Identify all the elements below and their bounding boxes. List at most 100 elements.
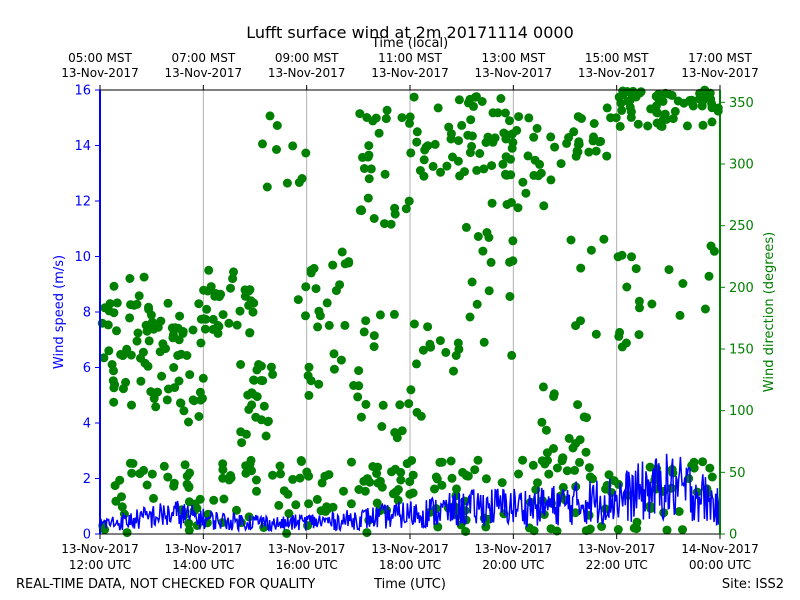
direction-point [356, 412, 366, 422]
chart-title: Lufft surface wind at 2m 20171114 0000 [246, 23, 574, 42]
bottom-tick-time: 12:00 UTC [69, 558, 131, 572]
bottom-tick-time: 18:00 UTC [379, 558, 441, 572]
direction-point [471, 92, 481, 102]
direction-point [435, 336, 445, 346]
direction-point [99, 353, 109, 363]
direction-point [229, 267, 238, 277]
direction-point [118, 351, 128, 361]
right-tick-label: 250 [729, 219, 754, 234]
direction-point [658, 96, 668, 106]
direction-point [311, 284, 321, 294]
direction-point [252, 392, 262, 402]
direction-point [200, 324, 210, 334]
direction-point [265, 111, 275, 121]
direction-point [380, 169, 390, 179]
direction-point [664, 265, 674, 275]
direction-point [528, 460, 538, 470]
direction-point [362, 528, 372, 538]
direction-point [599, 234, 609, 244]
direction-point [469, 101, 478, 111]
direction-point [121, 377, 131, 387]
direction-point [162, 395, 172, 405]
direction-point [381, 114, 391, 124]
direction-point [473, 455, 483, 465]
direction-point [392, 433, 402, 443]
direction-point [194, 412, 204, 421]
direction-point [201, 314, 211, 324]
bottom-tick-time: 14:00 UTC [172, 558, 234, 572]
direction-point [678, 525, 687, 535]
right-tick-label: 50 [729, 466, 746, 481]
direction-point [184, 525, 194, 535]
direction-point [507, 129, 517, 139]
direction-point [507, 350, 517, 360]
direction-point [304, 471, 314, 481]
direction-point [497, 478, 507, 488]
direction-point [472, 165, 482, 175]
left-axis-label: Wind speed (m/s) [52, 255, 67, 369]
direction-point [272, 121, 282, 130]
direction-point [544, 469, 554, 479]
direction-point [329, 349, 339, 359]
direction-point [412, 127, 422, 137]
direction-point [419, 171, 429, 181]
bottom-tick-time: 16:00 UTC [276, 558, 338, 572]
direction-point [613, 525, 623, 534]
direction-point [428, 161, 438, 171]
direction-point [582, 413, 591, 423]
direction-point [530, 155, 540, 165]
speed-line-group [99, 453, 721, 534]
direction-point [146, 310, 156, 320]
direction-point [245, 459, 255, 469]
direction-point [331, 286, 341, 296]
direction-point [263, 417, 273, 427]
direction-point [584, 147, 594, 157]
direction-point [558, 482, 568, 492]
direction-point [584, 463, 594, 473]
direction-point [110, 481, 120, 491]
direction-point [591, 146, 601, 156]
direction-point [380, 219, 389, 229]
direction-point [573, 400, 583, 410]
direction-point [373, 462, 383, 472]
direction-point [329, 364, 339, 374]
right-tick-label: 200 [729, 281, 754, 296]
direction-point [361, 316, 371, 326]
direction-point [218, 310, 228, 320]
direction-point [109, 281, 119, 291]
direction-point [288, 474, 298, 484]
direction-point [573, 147, 583, 157]
direction-point [643, 121, 653, 131]
bottom-tick-time: 00:00 UTC [689, 558, 751, 572]
direction-point [707, 117, 717, 127]
direction-point [174, 376, 184, 386]
direction-point [387, 467, 396, 477]
direction-point [268, 470, 278, 480]
direction-point [144, 336, 154, 346]
direction-point [110, 380, 120, 390]
direction-point [501, 152, 511, 162]
direction-point [552, 526, 562, 536]
direction-point [112, 298, 122, 308]
top-tick-time: 09:00 MST [275, 51, 339, 65]
direction-point [541, 425, 551, 435]
direction-point [283, 489, 293, 499]
direction-point [138, 347, 148, 357]
direction-point [473, 232, 483, 241]
direction-point [199, 285, 209, 295]
direction-point [293, 295, 303, 305]
direction-point [407, 456, 417, 465]
direction-point [258, 139, 267, 149]
direction-point [465, 312, 475, 322]
direction-point [355, 109, 365, 119]
direction-point [625, 95, 635, 105]
direction-point [163, 472, 173, 482]
direction-point [604, 470, 614, 480]
direction-point [156, 316, 166, 326]
direction-point [467, 131, 477, 141]
direction-point [314, 379, 324, 389]
direction-point [615, 121, 625, 131]
direction-point [320, 471, 330, 481]
direction-point [228, 274, 238, 284]
direction-point [508, 256, 518, 266]
